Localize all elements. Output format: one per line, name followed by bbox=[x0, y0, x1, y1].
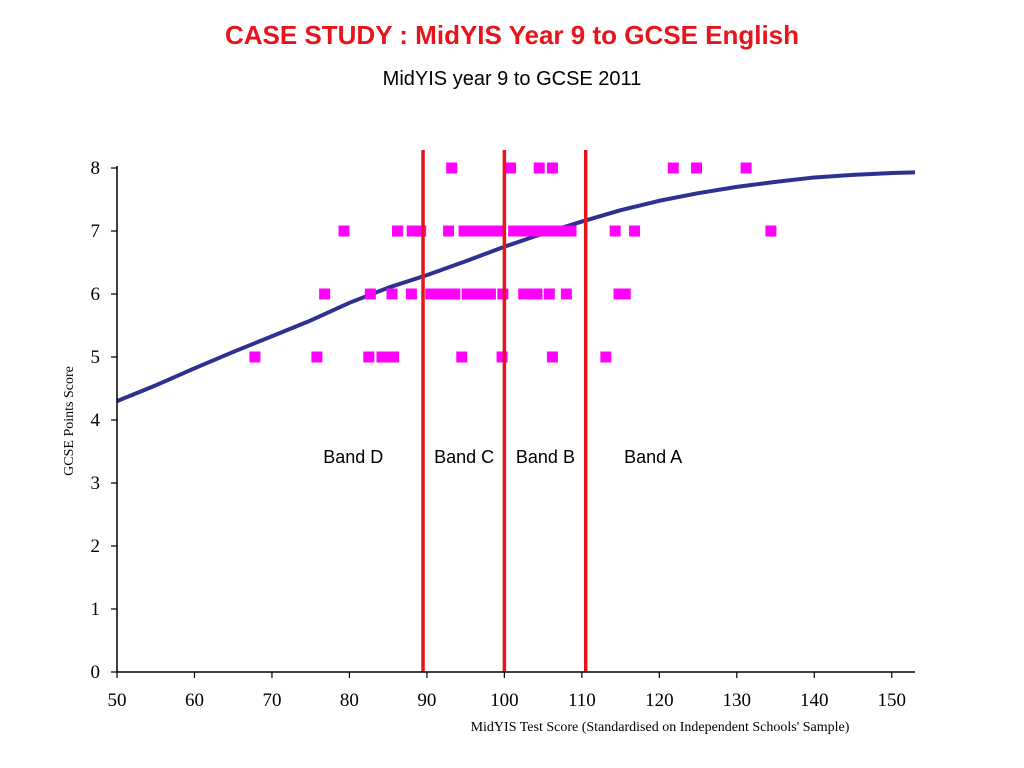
data-point bbox=[449, 288, 461, 300]
data-point bbox=[456, 351, 468, 363]
data-point bbox=[525, 288, 537, 300]
data-point bbox=[338, 225, 350, 237]
trend-layer bbox=[116, 170, 916, 403]
data-point bbox=[619, 288, 631, 300]
band-label: Band D bbox=[323, 447, 383, 467]
data-point bbox=[405, 288, 417, 300]
band-label: Band A bbox=[624, 447, 682, 467]
data-point bbox=[508, 225, 520, 237]
band-label: Band C bbox=[434, 447, 494, 467]
data-point bbox=[391, 225, 403, 237]
data-point bbox=[667, 162, 679, 174]
y-tick-label: 6 bbox=[91, 284, 101, 305]
x-tick-label: 130 bbox=[723, 690, 752, 711]
y-tick-label: 4 bbox=[91, 410, 101, 431]
data-point bbox=[531, 288, 543, 300]
axes-layer: 50 60 70 80 90 100 110 120 130 140 150 0 1 2 3 4 5 6 7 8 bbox=[91, 158, 915, 711]
data-point bbox=[311, 351, 323, 363]
data-point bbox=[740, 162, 752, 174]
slide-title: CASE STUDY : MidYIS Year 9 to GCSE Engli… bbox=[224, 20, 800, 50]
x-tick-label: 60 bbox=[185, 690, 204, 711]
x-tick-label: 120 bbox=[645, 690, 674, 711]
data-point bbox=[553, 225, 565, 237]
y-tick-label: 1 bbox=[91, 599, 101, 620]
x-tick-label: 80 bbox=[340, 690, 359, 711]
data-point bbox=[436, 288, 448, 300]
x-tick-label: 140 bbox=[800, 690, 829, 711]
data-point bbox=[443, 225, 455, 237]
data-point bbox=[546, 351, 558, 363]
data-point bbox=[546, 162, 558, 174]
data-point bbox=[446, 162, 458, 174]
data-point bbox=[388, 351, 400, 363]
data-point bbox=[406, 225, 418, 237]
data-point bbox=[514, 225, 526, 237]
x-tick-label: 90 bbox=[417, 690, 436, 711]
data-point bbox=[415, 225, 427, 237]
data-point bbox=[364, 288, 376, 300]
band-label: Band B bbox=[516, 447, 575, 467]
y-tick-label: 2 bbox=[91, 536, 101, 557]
data-point bbox=[484, 288, 496, 300]
x-tick-label: 50 bbox=[108, 690, 127, 711]
data-point bbox=[629, 225, 641, 237]
data-point bbox=[559, 225, 571, 237]
y-tick-label: 3 bbox=[91, 473, 101, 494]
y-tick-label: 0 bbox=[91, 662, 101, 683]
data-point bbox=[518, 288, 530, 300]
data-point bbox=[430, 288, 442, 300]
data-point bbox=[386, 288, 398, 300]
data-point bbox=[565, 225, 577, 237]
data-point bbox=[560, 288, 572, 300]
data-point bbox=[492, 225, 504, 237]
x-axis-title: MidYIS Test Score (Standardised on Indep… bbox=[471, 720, 850, 735]
data-point bbox=[496, 351, 508, 363]
x-tick-label: 110 bbox=[568, 690, 596, 711]
y-tick-label: 8 bbox=[91, 158, 101, 179]
data-point bbox=[543, 288, 555, 300]
y-tick-label: 7 bbox=[91, 221, 101, 242]
data-point bbox=[376, 351, 388, 363]
data-point bbox=[533, 162, 545, 174]
data-point bbox=[691, 162, 703, 174]
data-point bbox=[363, 351, 375, 363]
band-layer: Band D Band C Band B Band A bbox=[323, 150, 682, 672]
x-tick-label: 150 bbox=[878, 690, 907, 711]
data-point bbox=[475, 225, 487, 237]
data-point bbox=[505, 162, 517, 174]
data-point bbox=[609, 225, 621, 237]
data-point bbox=[249, 351, 261, 363]
data-point bbox=[613, 288, 625, 300]
trend-line bbox=[116, 170, 916, 403]
data-point bbox=[600, 351, 612, 363]
x-tick-label: 70 bbox=[262, 690, 281, 711]
data-point bbox=[467, 288, 479, 300]
data-point bbox=[461, 288, 473, 300]
x-tick-label: 100 bbox=[490, 690, 519, 711]
data-point bbox=[319, 288, 331, 300]
y-tick-label: 5 bbox=[91, 347, 101, 368]
data-point bbox=[765, 225, 777, 237]
data-point bbox=[469, 225, 481, 237]
chart-title: MidYIS year 9 to GCSE 2011 bbox=[382, 68, 642, 90]
points-layer bbox=[249, 162, 777, 363]
y-axis-title: GCSE Points Score bbox=[62, 366, 77, 476]
data-point bbox=[443, 288, 455, 300]
